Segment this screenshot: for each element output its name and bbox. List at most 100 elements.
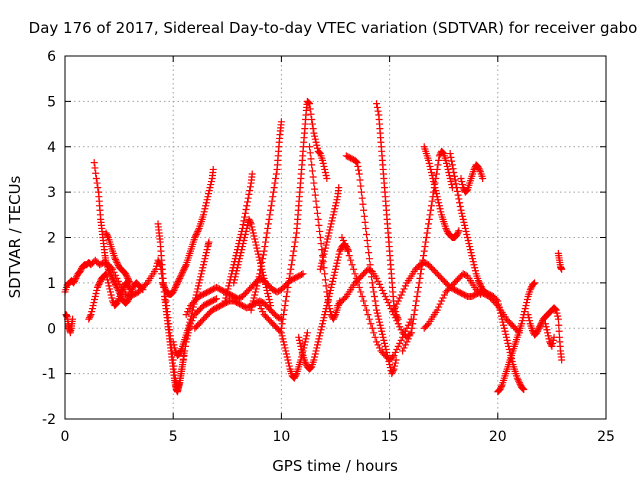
data-point [414, 288, 422, 296]
data-point [247, 306, 255, 314]
data-point [370, 329, 378, 337]
data-point [324, 232, 332, 240]
data-point [321, 244, 329, 252]
data-point [425, 215, 433, 223]
data-point [96, 279, 104, 287]
data-point [373, 306, 381, 314]
data-point [212, 295, 220, 303]
data-point [439, 149, 447, 157]
data-point [337, 246, 345, 254]
x-tick-label: 10 [272, 429, 290, 445]
data-point [292, 234, 300, 241]
data-point [363, 230, 371, 238]
data-point [366, 261, 374, 269]
data-point [269, 188, 277, 196]
data-point [374, 341, 382, 349]
data-point [558, 356, 566, 364]
data-point [334, 253, 342, 261]
data-point [451, 172, 459, 180]
data-point [331, 312, 339, 320]
data-point [420, 247, 428, 255]
data-point [321, 276, 329, 284]
data-point [355, 166, 363, 174]
data-point [388, 353, 396, 361]
data-point [105, 282, 113, 290]
data-point [443, 159, 451, 167]
data-point [329, 315, 337, 323]
data-point [319, 253, 327, 261]
data-point [330, 271, 338, 279]
data-point [453, 187, 461, 195]
data-point [191, 234, 199, 241]
data-point [313, 209, 321, 217]
data-point [434, 196, 442, 204]
data-point [394, 342, 402, 350]
series-track-24 [399, 147, 456, 355]
data-point [179, 268, 187, 276]
data-point [551, 305, 559, 313]
data-point [300, 341, 308, 349]
data-point [495, 303, 503, 311]
data-point [357, 288, 365, 296]
data-point [425, 220, 433, 228]
data-point [376, 344, 384, 352]
data-point [176, 348, 184, 356]
data-point [365, 249, 373, 257]
data-point [367, 320, 375, 328]
data-point [177, 271, 185, 279]
data-point [205, 190, 213, 198]
data-point [235, 258, 243, 266]
data-point [251, 291, 259, 299]
y-tick-label: -1 [42, 367, 56, 383]
data-point [256, 259, 264, 267]
data-point [282, 347, 290, 355]
data-point [407, 329, 415, 337]
data-point [468, 252, 476, 260]
data-point [203, 246, 211, 254]
data-point [126, 279, 134, 287]
data-point [312, 197, 320, 205]
data-point [280, 338, 288, 346]
data-point [113, 299, 121, 307]
data-point [307, 155, 315, 163]
data-point [199, 211, 207, 219]
data-point [448, 157, 456, 165]
data-point [457, 206, 465, 214]
data-point [102, 270, 110, 278]
data-point [313, 144, 321, 152]
data-point [109, 274, 117, 282]
data-point [520, 386, 528, 394]
data-point [427, 206, 435, 214]
data-point [281, 344, 289, 352]
data-point [171, 283, 179, 291]
data-point [364, 311, 372, 319]
data-point [91, 292, 99, 300]
data-point [199, 264, 207, 272]
data-point [365, 255, 373, 263]
data-point [280, 306, 288, 314]
data-point [327, 220, 335, 228]
data-point [321, 165, 329, 173]
data-point [307, 364, 315, 372]
data-point [413, 292, 421, 300]
data-point [202, 249, 210, 257]
data-point [308, 120, 316, 128]
data-point [383, 348, 391, 356]
data-point [471, 267, 479, 275]
data-point [326, 226, 334, 234]
data-point [313, 203, 321, 211]
data-point [244, 194, 252, 202]
data-point [521, 305, 529, 313]
data-point [350, 265, 358, 273]
data-point [278, 332, 286, 340]
data-point [371, 297, 379, 305]
data-point [548, 342, 556, 350]
data-point [458, 209, 466, 217]
data-point [391, 303, 399, 311]
data-point [321, 270, 329, 278]
data-point [447, 178, 455, 186]
data-point [325, 229, 333, 237]
data-point [259, 251, 267, 259]
data-point [455, 227, 463, 235]
data-point [427, 202, 435, 210]
